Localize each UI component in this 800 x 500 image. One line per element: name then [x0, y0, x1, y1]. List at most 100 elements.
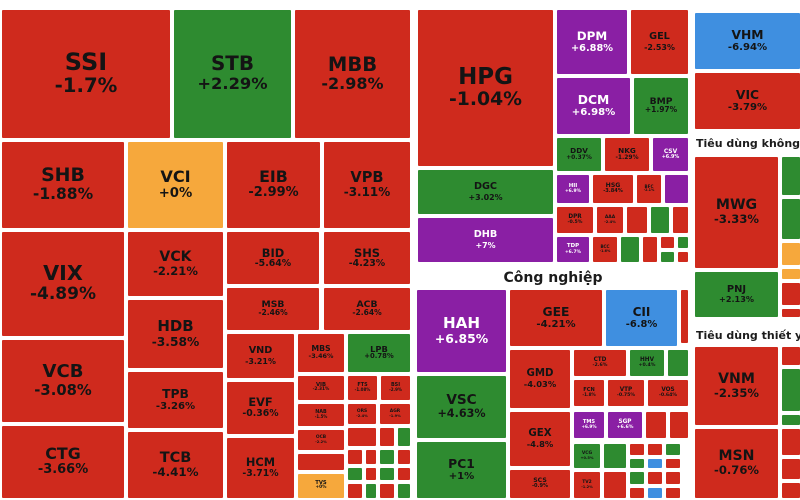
tile-ORS[interactable]: ORS -2.4% — [348, 404, 376, 424]
tile-NAB[interactable]: NAB -1.5% — [298, 404, 344, 426]
tile-small-46[interactable] — [398, 484, 410, 498]
tile-AAA[interactable]: AAA -2.4% — [597, 207, 623, 233]
tile-DHB[interactable]: DHB +7% — [418, 218, 553, 262]
tile-small-37[interactable] — [380, 450, 394, 464]
tile-small-73[interactable] — [678, 252, 688, 262]
tile-MWG[interactable]: MWG -3.33% — [695, 157, 778, 268]
tile-small-33[interactable] — [380, 428, 394, 446]
tile-small-43[interactable] — [348, 484, 362, 498]
tile-small-99[interactable] — [648, 459, 662, 468]
tile-SCS[interactable]: SCS -0.9% — [510, 470, 570, 498]
tile-small-92[interactable] — [670, 412, 688, 438]
tile-VCI[interactable]: VCI +0% — [128, 142, 223, 228]
tile-VNM[interactable]: VNM -2.35% — [695, 347, 778, 425]
tile-CTD[interactable]: CTD -2.6% — [574, 350, 626, 376]
tile-STB[interactable]: STB +2.29% — [174, 10, 291, 138]
tile-small-70[interactable] — [661, 237, 674, 248]
tile-VND[interactable]: VND -3.21% — [227, 334, 294, 378]
tile-small-105[interactable] — [666, 472, 680, 484]
tile-CII[interactable]: CII -6.8% — [606, 290, 677, 346]
tile-MBB[interactable]: MBB -2.98% — [295, 10, 410, 138]
tile-VCB[interactable]: VCB -3.08% — [2, 340, 124, 422]
tile-VCG[interactable]: VCG +0.5% — [574, 444, 600, 468]
tile-small-44[interactable] — [366, 484, 376, 498]
tile-MBS[interactable]: MBS -3.46% — [298, 334, 344, 372]
tile-DGC[interactable]: DGC +3.02% — [418, 170, 553, 214]
tile-small-124[interactable] — [782, 429, 800, 455]
tile-CTG[interactable]: CTG -3.66% — [2, 426, 124, 498]
tile-MSN[interactable]: MSN -0.76% — [695, 429, 778, 498]
tile-small-69[interactable] — [643, 237, 657, 262]
tile-DCM[interactable]: DCM +6.98% — [557, 78, 630, 134]
tile-GMD[interactable]: GMD -4.03% — [510, 350, 570, 408]
tile-small-114[interactable] — [782, 199, 800, 239]
tile-PNJ[interactable]: PNJ +2.13% — [695, 272, 778, 317]
tile-GEL[interactable]: GEL -2.53% — [631, 10, 688, 74]
tile-VHM[interactable]: VHM -6.94% — [695, 13, 800, 69]
tile-HPG[interactable]: HPG -1.04% — [418, 10, 553, 166]
tile-small-36[interactable] — [366, 450, 376, 464]
tile-small-91[interactable] — [646, 412, 666, 438]
tile-VIB[interactable]: VIB -2.31% — [298, 376, 344, 400]
tile-GEX[interactable]: GEX -4.8% — [510, 412, 570, 466]
tile-small-126[interactable] — [782, 483, 800, 498]
tile-HHV[interactable]: HHV +0.4% — [630, 350, 664, 376]
tile-LPB[interactable]: LPB +0.78% — [348, 334, 410, 372]
tile-TPB[interactable]: TPB -3.26% — [128, 372, 223, 428]
tile-small-45[interactable] — [380, 484, 394, 498]
tile-BMP[interactable]: BMP +1.97% — [634, 78, 688, 134]
tile-small-104[interactable] — [648, 472, 662, 484]
tile-FCN[interactable]: FCN -1.8% — [574, 380, 604, 406]
tile-HAH[interactable]: HAH +6.85% — [417, 290, 506, 372]
tile-small-115[interactable] — [782, 243, 800, 265]
tile-VSC[interactable]: VSC +4.63% — [417, 376, 506, 438]
tile-small-65[interactable] — [673, 207, 688, 233]
tile-VPB[interactable]: VPB -3.11% — [324, 142, 410, 228]
tile-DDV[interactable]: DDV +0.37% — [557, 138, 601, 171]
tile-small-63[interactable] — [627, 207, 647, 233]
tile-HII[interactable]: HII +6.9% — [557, 175, 589, 203]
tile-NKG[interactable]: NKG -1.29% — [605, 138, 649, 171]
tile-small-122[interactable] — [782, 369, 800, 411]
tile-small-123[interactable] — [782, 415, 800, 425]
tile-TV2[interactable]: TV2 -1.2% — [574, 472, 600, 498]
tile-small-107[interactable] — [648, 488, 662, 498]
tile-SHB[interactable]: SHB -1.88% — [2, 142, 124, 228]
tile-small-108[interactable] — [666, 488, 680, 498]
tile-VTP[interactable]: VTP -0.75% — [608, 380, 644, 406]
tile-small-79[interactable] — [681, 290, 688, 343]
tile-GEE[interactable]: GEE -4.21% — [510, 290, 602, 346]
tile-small-94[interactable] — [604, 444, 626, 468]
tile-small-95[interactable] — [630, 444, 644, 455]
tile-VIX[interactable]: VIX -4.89% — [2, 232, 124, 336]
tile-small-71[interactable] — [678, 237, 688, 248]
tile-EIB[interactable]: EIB -2.99% — [227, 142, 320, 228]
tile-small-68[interactable] — [621, 237, 639, 262]
tile-small-117[interactable] — [782, 283, 800, 305]
tile-ACB[interactable]: ACB -2.64% — [324, 288, 410, 330]
tile-small-32[interactable] — [348, 428, 376, 446]
tile-small-100[interactable] — [666, 459, 680, 468]
tile-small-97[interactable] — [666, 444, 680, 455]
tile-BSI[interactable]: BSI -2.9% — [381, 376, 410, 400]
tile-small-85[interactable] — [668, 350, 688, 376]
tile-small-35[interactable] — [348, 450, 362, 464]
tile-HCM[interactable]: HCM -3.71% — [227, 438, 294, 498]
tile-OCB[interactable]: OCB -2.2% — [298, 430, 344, 450]
tile-EVF[interactable]: EVF -0.36% — [227, 382, 294, 434]
tile-small-102[interactable] — [604, 472, 626, 498]
tile-HSG[interactable]: HSG -3.84% — [593, 175, 633, 203]
tile-TVS[interactable]: TVS +0% — [298, 474, 344, 498]
tile-MSB[interactable]: MSB -2.46% — [227, 288, 319, 330]
tile-small-121[interactable] — [782, 347, 800, 365]
tile-small-64[interactable] — [651, 207, 669, 233]
tile-VOS[interactable]: VOS -0.64% — [648, 380, 688, 406]
tile-small-125[interactable] — [782, 459, 800, 479]
tile-VIC[interactable]: VIC -3.79% — [695, 73, 800, 129]
tile-SSI[interactable]: SSI -1.7% — [2, 10, 170, 138]
tile-FTS[interactable]: FTS -1.08% — [348, 376, 377, 400]
tile-small-106[interactable] — [630, 488, 644, 498]
tile-AGR[interactable]: AGR -1.9% — [380, 404, 410, 424]
tile-DPM[interactable]: DPM +6.88% — [557, 10, 627, 74]
tile-CTS[interactable] — [298, 454, 344, 470]
